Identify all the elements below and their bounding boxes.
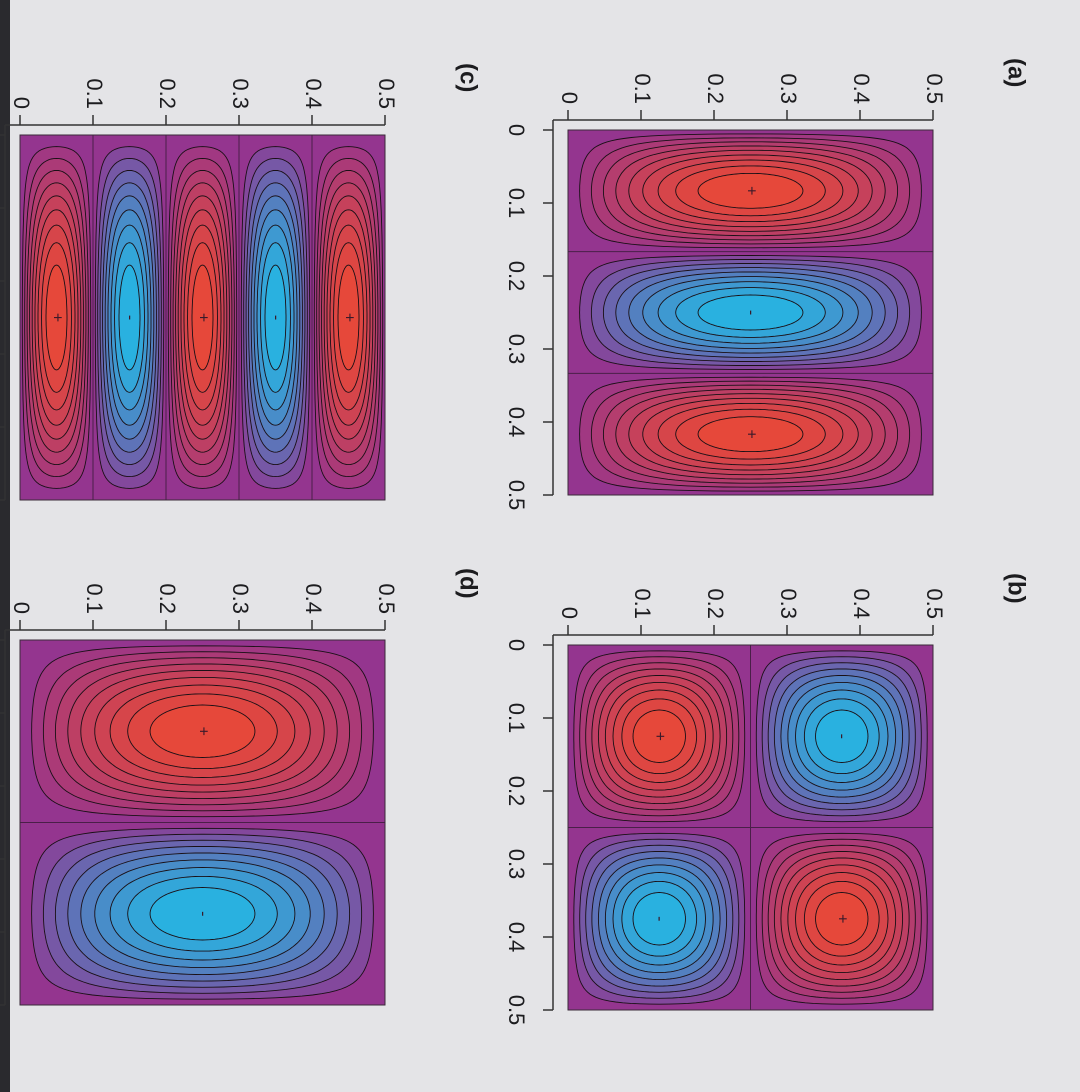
contour-field xyxy=(573,650,928,1005)
y-tick-label: 0 xyxy=(557,607,582,619)
y-tick-label: 0.3 xyxy=(776,73,801,104)
panel-title: (d) xyxy=(455,568,482,599)
contour-band xyxy=(697,416,804,453)
y-tick-label: 0.4 xyxy=(849,73,874,104)
x-tick-label: 0 xyxy=(504,639,529,651)
contour-band xyxy=(697,294,804,331)
y-tick-label: 0.4 xyxy=(301,583,326,614)
lobe-sign: - xyxy=(651,916,668,921)
lobe-sign: + xyxy=(742,429,759,438)
plot-frame xyxy=(567,129,934,496)
lobe-sign: - xyxy=(742,310,759,315)
plot-frame xyxy=(19,134,386,501)
x-tick-label: 0 xyxy=(504,124,529,136)
contour-band xyxy=(337,264,360,371)
contour-field xyxy=(579,133,922,492)
x-tick-label: 0.1 xyxy=(504,703,529,734)
contour-band xyxy=(264,264,287,371)
contour-band xyxy=(815,709,869,763)
panel: + - - +0 0.1 0.2 0.3 0.4 0.5 0 0.1 0.2 0.3 0.4 0.5 (b) xyxy=(504,573,1029,1025)
lobe-sign: + xyxy=(194,727,211,736)
lobe-sign: - xyxy=(267,315,284,320)
contour-band xyxy=(815,892,869,946)
rotated-figure: + - +0 0.1 0.2 0.3 0.4 0.5 0 0.1 0.2 0.3 0.4 0.5 (a) + -… xyxy=(0,58,1030,1025)
x-tick-label: 0.2 xyxy=(504,261,529,292)
y-tick-label: 0.3 xyxy=(776,588,801,619)
plot-frame xyxy=(19,639,386,1006)
contour-band xyxy=(697,172,804,209)
panel-title: (b) xyxy=(1003,573,1030,604)
lobe-sign: + xyxy=(194,313,211,322)
y-tick-label: 0.3 xyxy=(228,583,253,614)
x-tick-label: 0.5 xyxy=(504,995,529,1026)
plot-frame xyxy=(567,644,934,1011)
lobe-sign: - xyxy=(194,911,211,916)
contour-field xyxy=(31,645,374,1000)
contour-band xyxy=(191,264,214,371)
contour-band xyxy=(149,887,256,941)
panel: + - +0 0.1 0.2 0.3 0.4 0.5 0 0.1 0.2 0.3 0.4 0.5 (a) xyxy=(504,58,1029,510)
y-tick-label: 0.1 xyxy=(82,78,107,109)
contour-band xyxy=(632,709,686,763)
y-tick-label: 0.5 xyxy=(374,78,399,109)
y-tick-label: 0.4 xyxy=(301,78,326,109)
y-tick-label: 0.2 xyxy=(155,583,180,614)
y-tick-label: 0 xyxy=(9,602,34,614)
y-tick-label: 0.5 xyxy=(922,73,947,104)
contour-band xyxy=(118,264,141,371)
x-tick-label: 0.4 xyxy=(504,407,529,438)
y-tick-label: 0.4 xyxy=(849,588,874,619)
y-tick-label: 0.1 xyxy=(82,583,107,614)
lobe-sign: + xyxy=(742,186,759,195)
lobe-sign: + xyxy=(651,732,668,741)
lobe-sign: - xyxy=(121,315,138,320)
y-tick-label: 0.2 xyxy=(155,78,180,109)
y-tick-label: 0.1 xyxy=(630,588,655,619)
panel-title: (a) xyxy=(1003,58,1030,87)
photo-edge xyxy=(0,0,10,1092)
panel-title: (c) xyxy=(455,63,482,92)
panel: +-00.10.20.30.40.500.10.20.30.40.5(d) xyxy=(0,568,482,1006)
y-tick-label: 0 xyxy=(557,92,582,104)
y-tick-label: 0.2 xyxy=(703,73,728,104)
contour-field xyxy=(21,146,384,489)
y-tick-label: 0.2 xyxy=(703,588,728,619)
lobe-sign: - xyxy=(834,734,851,739)
x-tick-label: 0.4 xyxy=(504,922,529,953)
contour-band xyxy=(149,704,256,758)
contour-band xyxy=(632,892,686,946)
x-tick-label: 0.3 xyxy=(504,849,529,880)
y-tick-label: 0.3 xyxy=(228,78,253,109)
y-tick-label: 0 xyxy=(9,97,34,109)
x-tick-label: 0.3 xyxy=(504,334,529,365)
panel: +-+-+00.10.20.30.40.500.10.20.30.40.5(c) xyxy=(0,63,482,501)
lobe-sign: + xyxy=(48,313,65,322)
y-tick-label: 0.5 xyxy=(922,588,947,619)
lobe-sign: + xyxy=(834,914,851,923)
y-tick-label: 0.5 xyxy=(374,583,399,614)
x-tick-label: 0.1 xyxy=(504,188,529,219)
lobe-sign: + xyxy=(340,313,357,322)
contour-band xyxy=(45,264,68,371)
x-tick-label: 0.5 xyxy=(504,480,529,511)
x-tick-label: 0.2 xyxy=(504,776,529,807)
y-tick-label: 0.1 xyxy=(630,73,655,104)
